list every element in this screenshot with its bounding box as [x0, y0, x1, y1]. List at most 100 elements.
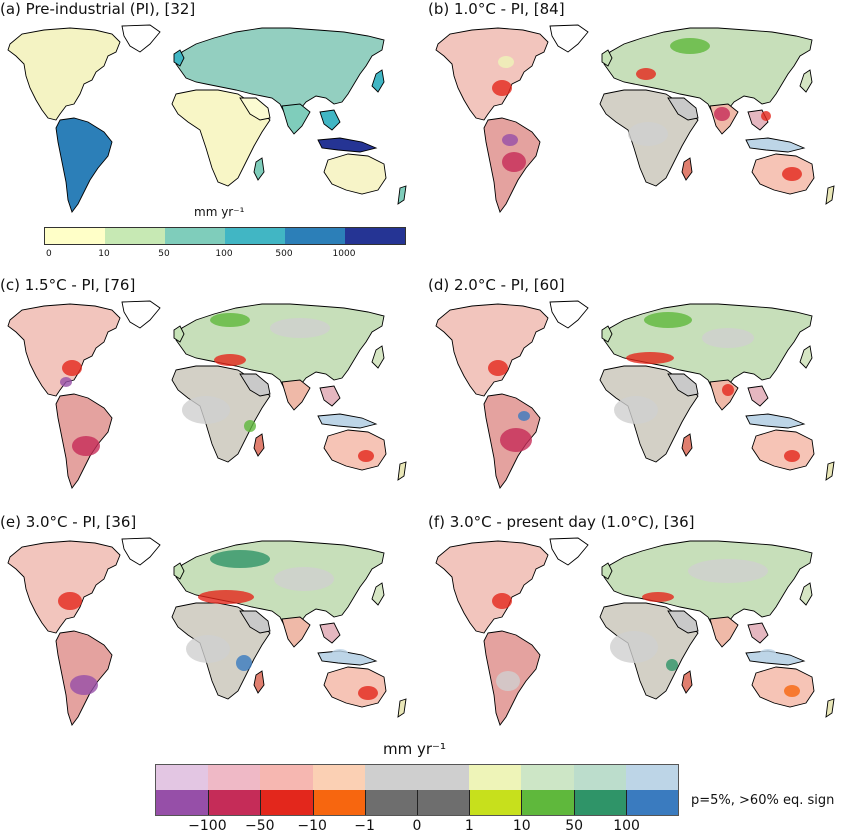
colorbar-swatch [156, 765, 209, 790]
continent-nz [397, 185, 407, 205]
continent-india [281, 379, 311, 411]
colorbar-swatch [208, 765, 261, 790]
change-region [614, 396, 658, 424]
colorbar-tick: −50 [245, 818, 275, 834]
change-region [702, 328, 754, 348]
change-region [761, 111, 771, 121]
continent-northamerica [435, 303, 549, 397]
continent-uk [601, 562, 613, 580]
continent-greenland [549, 537, 589, 566]
panel-f: (f) 3.0°C - present day (1.0°C), [36] [428, 513, 850, 733]
change-region [610, 631, 658, 663]
continent-india [281, 616, 311, 648]
continent-arabia [239, 373, 271, 397]
panel-b: (b) 1.0°C - PI, [84] [428, 0, 850, 213]
change-region [628, 122, 668, 146]
change-region [784, 450, 800, 462]
change-region [186, 635, 230, 663]
colorbar-ticks: 0 10 50 100 500 1000 [44, 249, 406, 263]
colorbar-swatch [156, 790, 209, 815]
change-region [58, 592, 82, 610]
map-3p0-minus-pi [7, 537, 407, 726]
continent-indonesia [745, 137, 806, 153]
continent-australia [323, 153, 387, 195]
colorbar-swatch [225, 228, 285, 244]
colorbar-tick: 0 [412, 818, 422, 834]
continent-northamerica [435, 540, 549, 634]
continent-uk [173, 325, 185, 343]
colorbar-tick: 100 [613, 818, 640, 834]
change-region [60, 377, 72, 387]
colorbar-swatch [165, 228, 225, 244]
colorbar-tick: 500 [275, 249, 293, 259]
change-colorbar: mm yr⁻¹ −100 −50 −10 −1 0 1 10 50 100 p=5%, >60%… [155, 740, 850, 837]
colorbar-swatches [44, 227, 406, 245]
change-region [760, 649, 776, 657]
map-3p0-minus-present-day [435, 537, 835, 726]
panel-a: (a) Pre-industrial (PI), [32] [0, 0, 420, 213]
change-region [496, 671, 520, 691]
change-region [358, 450, 374, 462]
continent-seasia [319, 622, 341, 644]
continent-japan [371, 345, 385, 369]
colorbar-tick: 50 [565, 818, 584, 834]
continent-northamerica [435, 27, 549, 121]
colorbar-tick: 100 [215, 249, 233, 259]
colorbar-swatch [260, 790, 313, 815]
colorbar-tick: 10 [512, 818, 531, 834]
panel-c: (c) 1.5°C - PI, [76] [0, 276, 420, 496]
change-region [70, 675, 98, 695]
colorbar-swatch [573, 765, 626, 790]
significance-note: p=5%, >60% eq. sign [691, 793, 835, 808]
continent-europeasia [603, 303, 813, 399]
colorbar-swatch [573, 790, 626, 815]
change-region [274, 567, 334, 591]
map-1p5-minus-pi [7, 300, 407, 489]
colorbar-tick: −1 [354, 818, 375, 834]
colorbar-swatches [155, 764, 679, 816]
colorbar-swatch [625, 765, 678, 790]
continent-arabia [667, 373, 699, 397]
colorbar-swatch [521, 790, 574, 815]
continent-seasia [747, 622, 769, 644]
continent-southamerica [55, 117, 113, 213]
continent-uk [601, 325, 613, 343]
continent-arabia [239, 610, 271, 634]
change-region [518, 411, 530, 421]
map-1p0-minus-pi [435, 24, 835, 213]
change-region [626, 352, 674, 364]
change-region [236, 655, 252, 671]
continent-india [709, 616, 739, 648]
continent-greenland [549, 300, 589, 329]
continent-uk [173, 562, 185, 580]
colorbar-swatch [312, 790, 365, 815]
colorbar-tick: −10 [297, 818, 327, 834]
change-region [198, 590, 254, 604]
continent-australia [751, 429, 815, 471]
change-region [500, 428, 532, 452]
continent-europeasia [175, 303, 385, 399]
change-region [358, 686, 378, 700]
continent-indonesia [317, 413, 378, 429]
continent-madagascar [253, 670, 265, 694]
continent-europeasia [603, 27, 813, 123]
colorbar-swatch [285, 228, 345, 244]
change-region [492, 593, 512, 609]
change-region [670, 38, 710, 54]
colorbar-swatch [417, 790, 470, 815]
change-region [782, 167, 802, 181]
continent-seasia [319, 109, 341, 131]
change-region [214, 354, 246, 366]
continent-nz [397, 461, 407, 481]
continent-seasia [747, 385, 769, 407]
panel-title: (f) 3.0°C - present day (1.0°C), [36] [428, 513, 695, 531]
continent-japan [799, 582, 813, 606]
continent-australia [323, 429, 387, 471]
panel-title: (e) 3.0°C - PI, [36] [0, 513, 137, 531]
colorbar-unit: mm yr⁻¹ [383, 740, 446, 758]
continent-japan [371, 582, 385, 606]
panel-title: (d) 2.0°C - PI, [60] [428, 276, 565, 294]
continent-uk [173, 49, 185, 67]
continent-greenland [121, 300, 161, 329]
continent-australia [323, 666, 387, 708]
